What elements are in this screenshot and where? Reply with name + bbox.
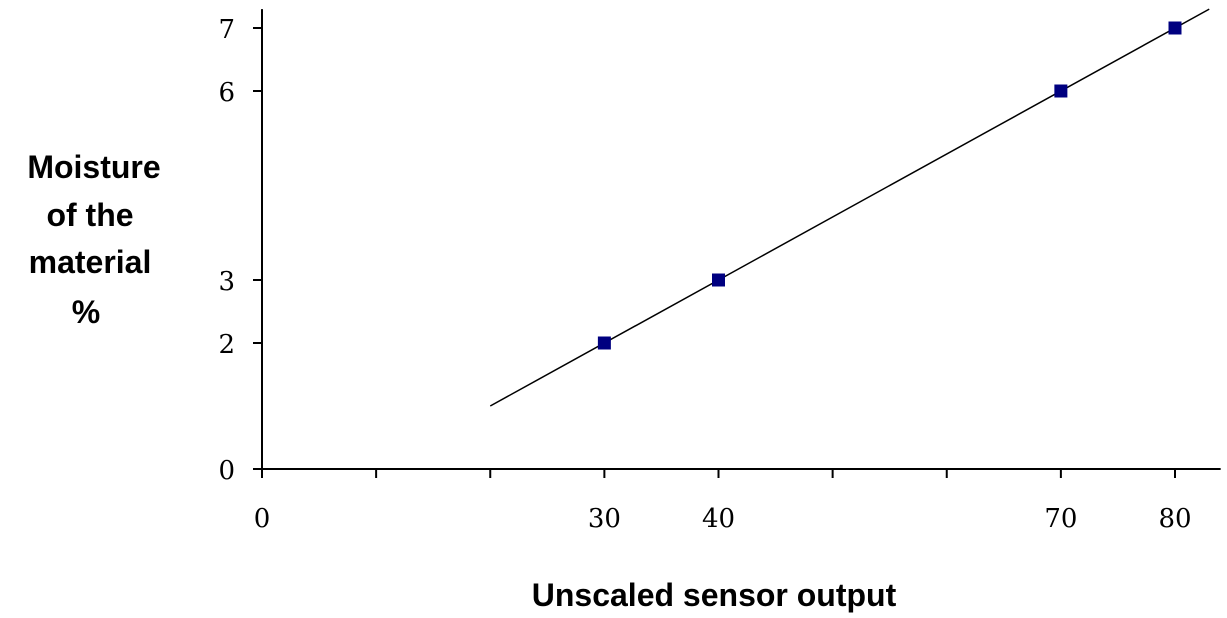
y-axis-title: Moisture of the material %	[27, 149, 160, 330]
x-tick-label: 80	[1158, 504, 1191, 534]
y-tick-label: 6	[218, 78, 235, 108]
y-axis-title-line-4: %	[72, 294, 100, 330]
x-tick-label: 70	[1044, 504, 1077, 534]
data-point	[1168, 21, 1182, 35]
data-point	[712, 273, 725, 287]
x-ticks: 0 30 40 70 80	[254, 469, 1192, 534]
y-axis-title-line-2: of the	[46, 197, 133, 233]
x-tick-label: 30	[588, 504, 621, 534]
axes	[261, 9, 1221, 470]
x-tick-label: 40	[702, 504, 735, 534]
y-tick-label: 7	[218, 15, 235, 45]
y-tick-label: 0	[218, 456, 235, 486]
data-point	[597, 336, 611, 350]
x-tick-label: 0	[254, 504, 271, 534]
y-axis-title-line-3: material	[29, 244, 152, 280]
data-point	[1054, 84, 1068, 98]
y-tick-label: 2	[218, 330, 235, 360]
y-tick-label: 3	[218, 267, 235, 297]
y-ticks: 0 2 3 6 7	[218, 15, 262, 486]
data-points	[597, 21, 1182, 350]
y-axis-title-line-1: Moisture	[27, 149, 160, 185]
x-axis-title: Unscaled sensor output	[532, 577, 897, 613]
